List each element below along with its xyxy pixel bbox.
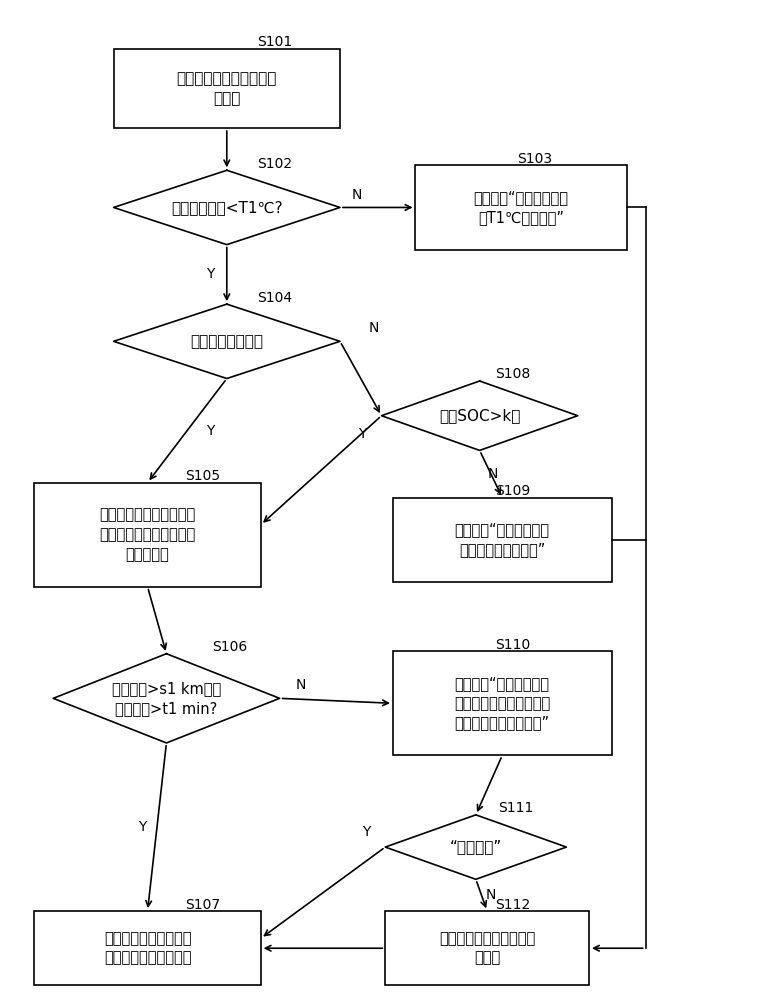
Text: 文字提醒“电量过低，建
议插上慢充枪后开启”: 文字提醒“电量过低，建 议插上慢充枪后开启”: [455, 522, 550, 557]
Text: Y: Y: [359, 427, 367, 441]
FancyBboxPatch shape: [34, 483, 261, 587]
Text: 用户设置开启远程预热模
式开关: 用户设置开启远程预热模 式开关: [176, 71, 277, 106]
Text: N: N: [488, 467, 498, 481]
Polygon shape: [114, 304, 340, 379]
Text: N: N: [352, 188, 362, 202]
Text: S104: S104: [257, 291, 292, 305]
Text: 行程里程>s1 km预计
行车时长>t1 min?: 行程里程>s1 km预计 行车时长>t1 min?: [112, 681, 221, 716]
Text: 文字提醒“本功能仅支持
在T1℃以下开启”: 文字提醒“本功能仅支持 在T1℃以下开启”: [474, 190, 568, 225]
FancyBboxPatch shape: [114, 49, 340, 128]
Text: Y: Y: [362, 825, 371, 839]
Text: 慢充枪是否插入？: 慢充枪是否插入？: [190, 334, 263, 349]
Polygon shape: [114, 170, 340, 245]
Text: Y: Y: [206, 424, 214, 438]
Text: S105: S105: [185, 469, 221, 483]
Text: 判断环境温度<T1℃?: 判断环境温度<T1℃?: [171, 200, 282, 215]
Polygon shape: [382, 381, 578, 450]
Text: S102: S102: [257, 157, 292, 171]
Text: S111: S111: [498, 801, 534, 815]
Text: “确认开启”: “确认开启”: [449, 840, 502, 855]
Text: S107: S107: [185, 898, 221, 912]
FancyBboxPatch shape: [416, 165, 626, 250]
FancyBboxPatch shape: [385, 911, 589, 985]
Text: S103: S103: [517, 152, 552, 166]
FancyBboxPatch shape: [393, 651, 612, 755]
Text: 文字提醒“短途行车开启
预热可能造成电池耗电量
增加，请确认是否开启”: 文字提醒“短途行车开启 预热可能造成电池耗电量 增加，请确认是否开启”: [454, 676, 550, 731]
Text: N: N: [295, 678, 306, 692]
Text: S108: S108: [494, 367, 530, 381]
FancyBboxPatch shape: [393, 498, 612, 582]
Text: N: N: [486, 888, 496, 902]
Text: S112: S112: [494, 898, 530, 912]
Text: 电池SOC>k？: 电池SOC>k？: [439, 408, 520, 423]
Text: Y: Y: [138, 820, 146, 834]
Text: N: N: [369, 321, 379, 335]
Text: 远程电池预热模式开关自
动关闭: 远程电池预热模式开关自 动关闭: [439, 931, 536, 966]
Text: 询问用户出行计划：计划
出行时间、行车里程、预
估行车时长: 询问用户出行计划：计划 出行时间、行车里程、预 估行车时长: [99, 507, 195, 562]
Text: Y: Y: [206, 267, 214, 281]
Text: S106: S106: [211, 640, 247, 654]
FancyBboxPatch shape: [34, 911, 261, 985]
Text: S101: S101: [257, 35, 292, 49]
Polygon shape: [53, 654, 279, 743]
Text: 远程电池预热设置成功
远程电池预热模式开启: 远程电池预热设置成功 远程电池预热模式开启: [104, 931, 192, 966]
Text: S110: S110: [494, 638, 530, 652]
Polygon shape: [385, 815, 566, 879]
Text: S109: S109: [494, 484, 530, 498]
